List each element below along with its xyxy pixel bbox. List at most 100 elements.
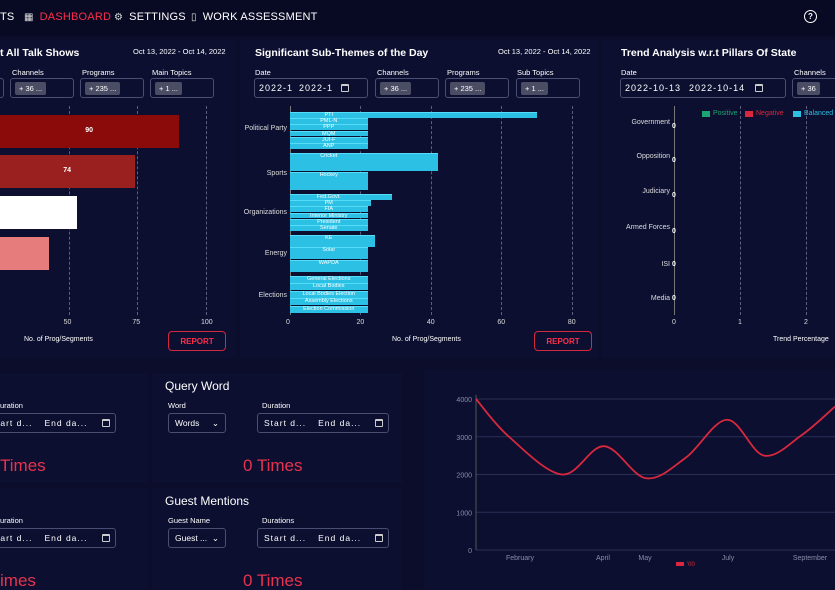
bar bbox=[290, 276, 368, 284]
x-tick-label: 40 bbox=[426, 319, 435, 326]
guest-select[interactable]: Guest ... ⌄ bbox=[168, 528, 226, 548]
grid-line bbox=[806, 106, 807, 315]
dashboard-icon: ▦ bbox=[24, 11, 34, 23]
bar-label: KE bbox=[325, 235, 333, 241]
word-select[interactable]: Words ⌄ bbox=[168, 413, 226, 433]
duration-range[interactable]: Start d... End da... bbox=[257, 528, 389, 548]
legend-swatch bbox=[793, 110, 801, 117]
bar-label: Senate bbox=[320, 224, 338, 231]
nav-label: SETTINGS bbox=[129, 11, 186, 23]
legend-positive[interactable]: Positive bbox=[702, 110, 738, 117]
channels-select[interactable]: + 36 ... bbox=[375, 78, 439, 98]
legend-swatch bbox=[676, 562, 684, 566]
report-button[interactable]: REPORT bbox=[168, 331, 226, 351]
times-count: 0 Times bbox=[243, 571, 303, 590]
topics-label: Main Topics bbox=[152, 68, 192, 77]
duration-range[interactable]: tart d... End da... bbox=[0, 528, 116, 548]
bar-value-label: 0 bbox=[672, 123, 676, 130]
x-tick-label: 50 bbox=[63, 319, 72, 326]
subthemes-panel: Significant Sub-Themes of the Day Oct 13… bbox=[240, 40, 598, 358]
y-tick-label: 0 bbox=[468, 548, 472, 555]
chevron-down-icon: ⌄ bbox=[211, 417, 219, 428]
help-icon[interactable]: ? bbox=[804, 10, 817, 23]
legend-label: Positive bbox=[713, 110, 738, 117]
report-button[interactable]: REPORT bbox=[534, 331, 592, 351]
calendar-icon bbox=[375, 534, 384, 542]
y-tick-label: Armed Forces bbox=[626, 224, 670, 231]
bar bbox=[290, 224, 368, 231]
legend-label: Balanced bbox=[804, 110, 834, 117]
x-tick-label: 75 bbox=[132, 319, 141, 326]
talkshows-panel: t All Talk Shows Oct 13, 2022 - Oct 14, … bbox=[0, 40, 236, 358]
y-tick-label: Elections bbox=[258, 292, 287, 299]
bar bbox=[290, 130, 368, 137]
x-tick-label: April bbox=[596, 555, 610, 562]
date-range-picker[interactable]: 2022-10-13 2022-10-14 bbox=[620, 78, 786, 98]
chevron-down-icon: ⌄ bbox=[211, 532, 219, 543]
nav-item-settings[interactable]: ⚙ SETTINGS bbox=[114, 11, 186, 23]
nav-label: WORK ASSESSMENT bbox=[202, 11, 318, 23]
channels-label: Channels bbox=[377, 68, 409, 77]
legend-negative[interactable]: Negative bbox=[745, 110, 784, 117]
duration-range[interactable]: tart d... End da... bbox=[0, 413, 116, 433]
legend-swatch bbox=[702, 110, 710, 117]
x-tick-label: 60 bbox=[497, 319, 506, 326]
bar-label: Solar bbox=[322, 247, 336, 254]
bar-label: FIA bbox=[324, 206, 334, 213]
end-date: End da... bbox=[44, 418, 88, 428]
bar-value-label: 0 bbox=[672, 295, 676, 302]
partial-select[interactable] bbox=[0, 78, 4, 98]
date-to: 2022-1 bbox=[299, 83, 334, 93]
y-tick-label: Political Party bbox=[244, 125, 287, 132]
x-tick-label: 0 bbox=[672, 319, 676, 326]
nav-label: TS bbox=[0, 11, 15, 23]
bar-label: JUI-F bbox=[322, 136, 336, 143]
legend-balanced[interactable]: Balanced bbox=[793, 110, 833, 117]
bar bbox=[290, 283, 368, 291]
x-tick-label: May bbox=[638, 555, 652, 562]
channels-select[interactable]: + 36 ... bbox=[10, 78, 74, 98]
calendar-icon bbox=[375, 419, 384, 427]
date-range-picker[interactable]: 2022-1 2022-1 bbox=[254, 78, 368, 98]
bar-label: General Elections bbox=[307, 276, 351, 282]
bar bbox=[290, 194, 393, 200]
y-tick-label: 2000 bbox=[456, 473, 472, 480]
bar bbox=[290, 235, 375, 248]
grid-line bbox=[674, 106, 675, 315]
nav-item-work-assessment[interactable]: ▯ WORK ASSESSMENT bbox=[191, 11, 318, 23]
bar-label: Assembly Elections bbox=[304, 298, 353, 305]
y-tick-label: 3000 bbox=[456, 435, 472, 442]
grid-line bbox=[430, 106, 432, 315]
topics-select[interactable]: + 1 ... bbox=[150, 78, 214, 98]
start-date: tart d... bbox=[0, 533, 33, 543]
line-chart-panel: 0 1000 2000 3000 4000 February April May July Sep… bbox=[424, 370, 835, 590]
trend-panel: Trend Analysis w.r.t Pillars Of State Da… bbox=[602, 40, 835, 358]
x-tick-label: 1 bbox=[738, 319, 742, 326]
bar-value-label: 0 bbox=[672, 157, 676, 164]
guest-name-label: Guest Name bbox=[168, 516, 211, 525]
duration-range[interactable]: Start d... End da... bbox=[257, 413, 389, 433]
subtopics-select[interactable]: + 1 ... bbox=[516, 78, 580, 98]
start-date: Start d... bbox=[264, 418, 307, 428]
x-axis-label: No. of Prog/Segments bbox=[24, 336, 93, 343]
programs-select[interactable]: + 235 ... bbox=[445, 78, 509, 98]
panel-title: Significant Sub-Themes of the Day bbox=[255, 47, 429, 59]
bar bbox=[290, 247, 368, 260]
subtopics-label: Sub Topics bbox=[517, 68, 554, 77]
gear-icon: ⚙ bbox=[114, 11, 124, 23]
panel-title: Trend Analysis w.r.t Pillars Of State bbox=[621, 47, 797, 59]
channels-select[interactable]: + 36 bbox=[792, 78, 835, 98]
programs-select[interactable]: + 235 ... bbox=[80, 78, 144, 98]
calendar-icon bbox=[101, 534, 110, 542]
y-tick-label: Energy bbox=[264, 250, 287, 257]
grid-line bbox=[571, 106, 573, 315]
x-axis-label: Trend Percentage bbox=[773, 336, 829, 343]
bar-label: Fed.Govt. bbox=[316, 194, 341, 200]
nav-item-dashboard[interactable]: ▦ DASHBOARD bbox=[24, 11, 111, 23]
start-date: Start d... bbox=[264, 533, 307, 543]
panel-title: Guest Mentions bbox=[165, 494, 250, 508]
nav-item-reports[interactable]: TS bbox=[0, 11, 14, 23]
topics-chip: + 1 ... bbox=[155, 81, 182, 95]
bar bbox=[290, 171, 368, 190]
x-tick-label: 2 bbox=[804, 319, 808, 326]
